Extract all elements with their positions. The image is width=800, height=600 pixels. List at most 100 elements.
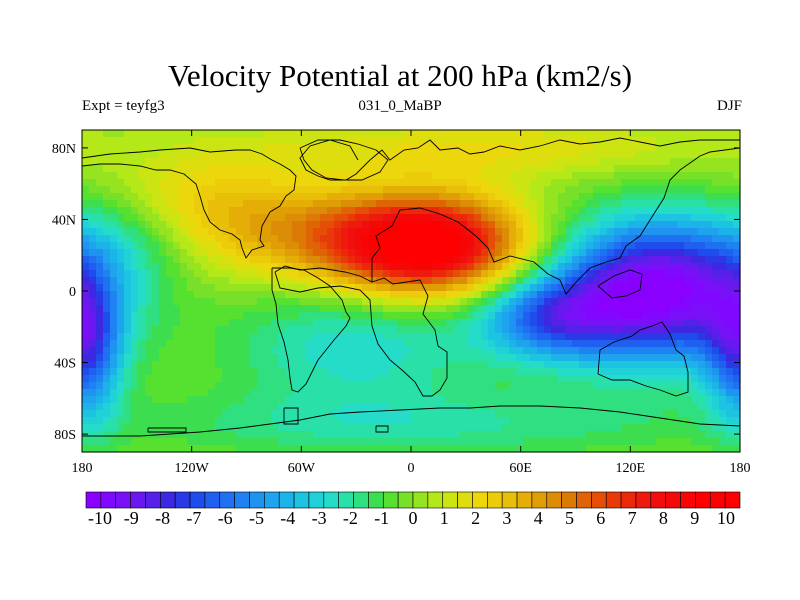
field-cell xyxy=(453,340,461,348)
field-cell xyxy=(299,256,307,264)
field-cell xyxy=(446,340,454,348)
field-cell xyxy=(551,410,559,418)
field-cell xyxy=(327,438,335,446)
field-cell xyxy=(593,319,601,327)
field-cell xyxy=(516,214,524,222)
field-cell xyxy=(397,130,405,138)
field-cell xyxy=(369,228,377,236)
field-cell xyxy=(474,193,482,201)
field-cell xyxy=(313,228,321,236)
field-cell xyxy=(348,256,356,264)
field-cell xyxy=(733,270,741,278)
field-cell xyxy=(586,431,594,439)
field-cell xyxy=(432,137,440,145)
field-cell xyxy=(418,319,426,327)
field-cell xyxy=(614,263,622,271)
field-cell xyxy=(572,172,580,180)
field-cell xyxy=(691,277,699,285)
field-cell xyxy=(208,179,216,187)
field-cell xyxy=(369,438,377,446)
field-cell xyxy=(565,221,573,229)
coast-south-america xyxy=(271,267,351,393)
field-cell xyxy=(124,277,132,285)
field-cell xyxy=(726,137,734,145)
field-cell xyxy=(187,333,195,341)
field-cell xyxy=(327,214,335,222)
field-cell xyxy=(488,354,496,362)
field-cell xyxy=(656,221,664,229)
field-cell xyxy=(278,214,286,222)
field-cell xyxy=(355,137,363,145)
field-cell xyxy=(124,361,132,369)
field-cell xyxy=(194,179,202,187)
field-cell xyxy=(649,214,657,222)
field-cell xyxy=(250,179,258,187)
field-cell xyxy=(355,340,363,348)
field-cell xyxy=(229,417,237,425)
field-cell xyxy=(565,389,573,397)
field-cell xyxy=(299,417,307,425)
field-cell xyxy=(166,172,174,180)
field-cell xyxy=(656,305,664,313)
field-cell xyxy=(460,431,468,439)
field-cell xyxy=(425,298,433,306)
field-cell xyxy=(726,389,734,397)
field-cell xyxy=(628,277,636,285)
field-cell xyxy=(348,298,356,306)
field-cell xyxy=(208,249,216,257)
field-cell xyxy=(250,165,258,173)
field-cell xyxy=(635,347,643,355)
field-cell xyxy=(110,144,118,152)
field-cell xyxy=(96,277,104,285)
field-cell xyxy=(558,228,566,236)
field-cell xyxy=(124,172,132,180)
field-cell xyxy=(194,207,202,215)
y-tick-label: 80S xyxy=(54,428,76,443)
field-cell xyxy=(208,130,216,138)
colorbar-swatch xyxy=(487,491,503,509)
field-cell xyxy=(537,200,545,208)
field-cell xyxy=(446,375,454,383)
field-cell xyxy=(236,200,244,208)
field-cell xyxy=(376,319,384,327)
field-cell xyxy=(250,158,258,166)
field-cell xyxy=(271,445,279,453)
field-cell xyxy=(250,389,258,397)
field-cell xyxy=(621,347,629,355)
field-cell xyxy=(159,396,167,404)
field-cell xyxy=(250,256,258,264)
field-cell xyxy=(488,137,496,145)
field-cell xyxy=(341,130,349,138)
field-cell xyxy=(621,270,629,278)
field-cell xyxy=(250,445,258,453)
field-cell xyxy=(691,263,699,271)
field-cell xyxy=(404,151,412,159)
field-cell xyxy=(152,361,160,369)
field-cell xyxy=(222,165,230,173)
field-cell xyxy=(306,214,314,222)
field-cell xyxy=(551,354,559,362)
field-cell xyxy=(103,389,111,397)
field-cell xyxy=(558,158,566,166)
field-cell xyxy=(509,284,517,292)
field-cell xyxy=(593,284,601,292)
field-cell xyxy=(733,277,741,285)
field-cell xyxy=(502,319,510,327)
field-cell xyxy=(691,151,699,159)
field-cell xyxy=(208,354,216,362)
field-cell xyxy=(565,207,573,215)
field-cell xyxy=(705,347,713,355)
field-cell xyxy=(467,319,475,327)
field-cell xyxy=(558,200,566,208)
field-cell xyxy=(558,410,566,418)
field-cell xyxy=(201,277,209,285)
field-cell xyxy=(257,438,265,446)
field-cell xyxy=(236,347,244,355)
field-cell xyxy=(236,445,244,453)
field-cell xyxy=(222,305,230,313)
field-cell xyxy=(488,361,496,369)
field-cell xyxy=(544,333,552,341)
field-cell xyxy=(621,242,629,250)
field-cell xyxy=(600,375,608,383)
field-cell xyxy=(558,130,566,138)
